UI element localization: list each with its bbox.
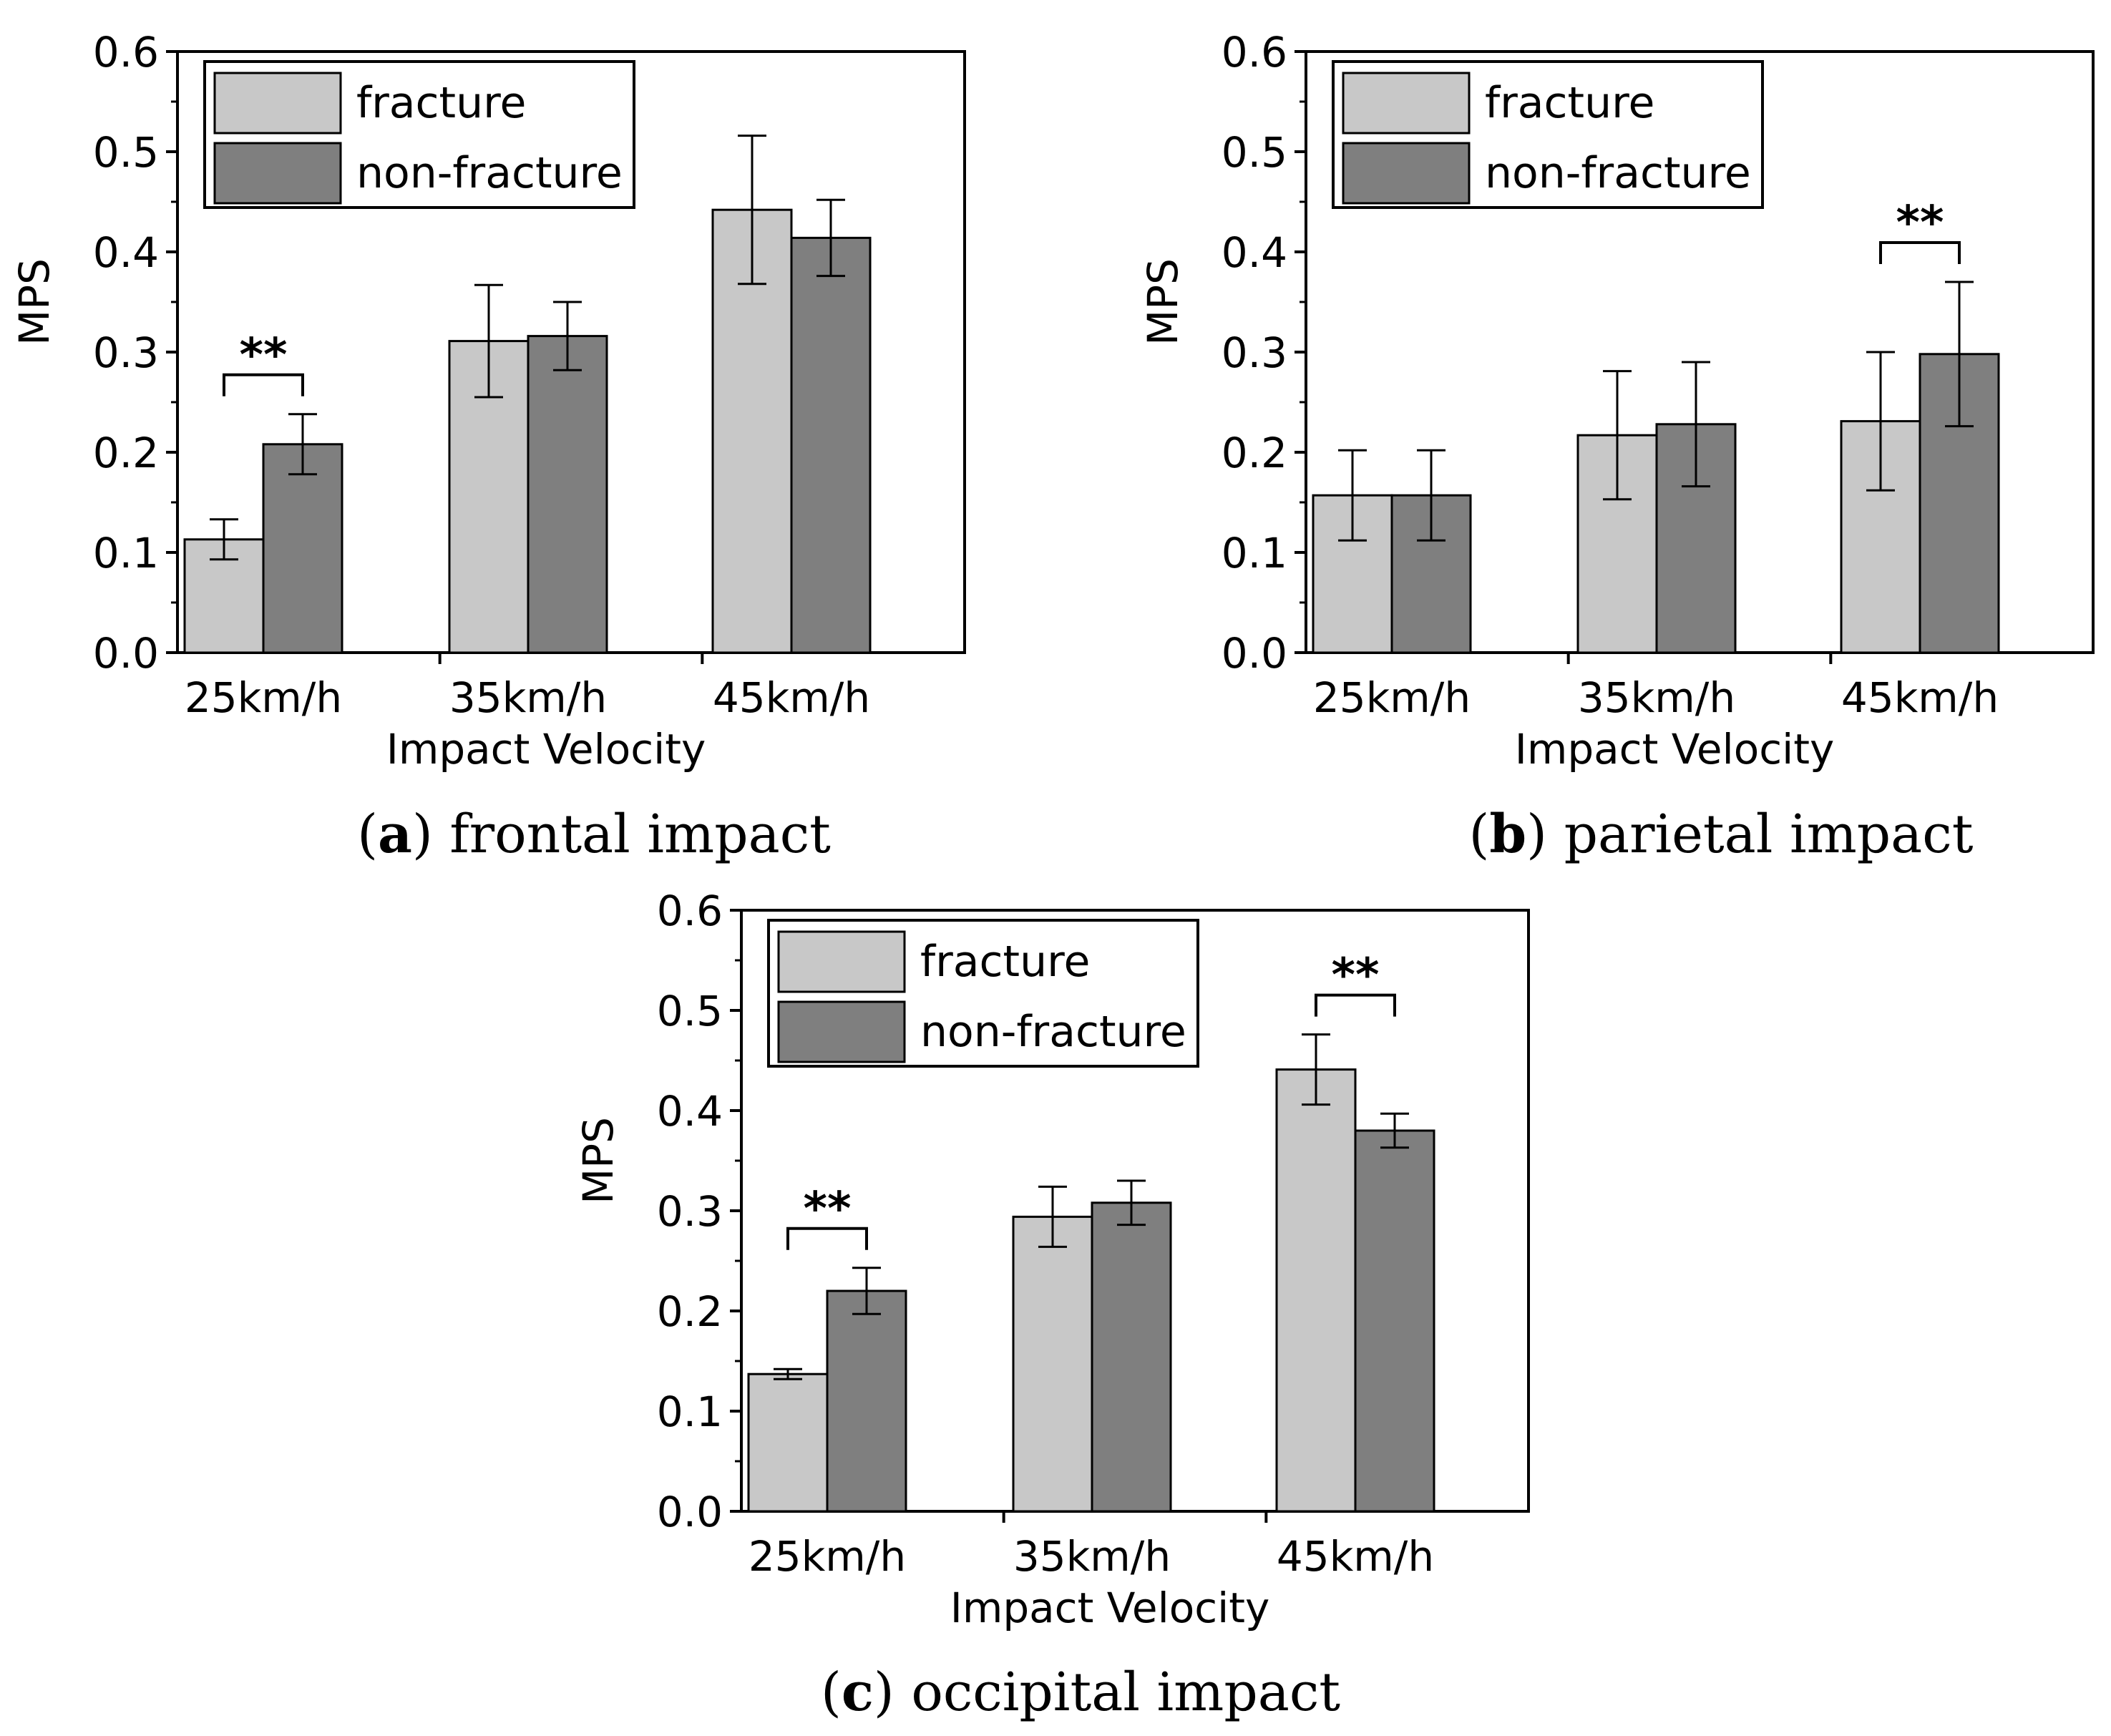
x-tick-label: 45km/h — [1277, 1532, 1434, 1581]
legend-label-non-fracture: non-fracture — [920, 1007, 1186, 1057]
x-axis-title: Impact Velocity — [386, 725, 706, 774]
legend-swatch-non-fracture — [213, 142, 342, 205]
panel-b-parietal: 0.0 0.1 0.2 0.3 0.4 0.5 0.6 25km/h 35km/h 45km/hI… — [1139, 28, 2095, 774]
y-tick-label: 0.0 — [657, 1488, 723, 1536]
y-axis-title: MPS — [1139, 258, 1187, 346]
legend-swatch-fracture — [213, 72, 342, 135]
significance-bracket — [1315, 993, 1396, 1017]
x-tick-label: 35km/h — [1578, 673, 1735, 722]
significance-bracket — [223, 373, 304, 396]
significance-label: ** — [1332, 950, 1380, 1003]
x-tick-label: 25km/h — [1313, 673, 1471, 722]
y-tick-label: 0.3 — [1222, 328, 1287, 377]
x-axis-title: Impact Velocity — [1515, 725, 1835, 774]
y-tick-label: 0.1 — [1222, 529, 1287, 577]
legend: fracture non-fracture — [767, 919, 1199, 1068]
legend-swatch-fracture — [1342, 72, 1471, 135]
y-tick-label: 0.4 — [93, 228, 159, 277]
y-tick-label: 0.5 — [657, 987, 723, 1035]
legend-label-fracture: fracture — [920, 937, 1090, 987]
x-tick-label: 35km/h — [1013, 1532, 1171, 1581]
y-axis-title: MPS — [574, 1117, 623, 1204]
y-tick-label: 0.2 — [657, 1287, 723, 1336]
significance-label: ** — [240, 329, 288, 382]
legend-label-fracture: fracture — [1485, 78, 1654, 128]
significance-label: ** — [1896, 197, 1944, 250]
bar-non-fracture-45km/h — [1354, 1129, 1435, 1513]
x-tick-label: 35km/h — [449, 673, 607, 722]
y-tick-label: 0.3 — [657, 1187, 723, 1236]
y-tick-label: 0.2 — [1222, 429, 1287, 477]
significance-label: ** — [804, 1183, 852, 1236]
panel-c-occipital: 0.0 0.1 0.2 0.3 0.4 0.5 0.6 25km/h 35km/h 45km/hI… — [574, 887, 1530, 1632]
y-tick-label: 0.5 — [1222, 128, 1287, 177]
y-tick-label: 0.6 — [657, 887, 723, 935]
bar-fracture-35km/h — [1012, 1215, 1093, 1513]
bar-non-fracture-35km/h — [527, 335, 608, 654]
x-tick-label: 25km/h — [749, 1532, 906, 1581]
x-tick-label: 25km/h — [185, 673, 342, 722]
y-tick-label: 0.4 — [1222, 228, 1287, 277]
bar-fracture-45km/h — [1275, 1068, 1357, 1513]
legend-swatch-non-fracture — [777, 1000, 906, 1063]
bar-non-fracture-35km/h — [1091, 1201, 1172, 1513]
legend: fracture non-fracture — [1332, 60, 1764, 209]
significance-bracket — [786, 1227, 868, 1250]
bar-non-fracture-25km/h — [826, 1289, 907, 1513]
y-tick-label: 0.4 — [657, 1087, 723, 1136]
legend-label-fracture: fracture — [356, 78, 526, 128]
panel-a-frontal: 0.0 0.1 0.2 0.3 0.4 0.5 0.6 25km/h 35km/h 45km/hI… — [10, 28, 966, 774]
caption-a: (a) frontal impact — [357, 804, 831, 865]
x-tick-label: 45km/h — [1841, 673, 1999, 722]
caption-c: (c) occipital impact — [821, 1662, 1340, 1723]
x-tick-label: 45km/h — [713, 673, 870, 722]
bar-fracture-25km/h — [747, 1372, 829, 1513]
significance-bracket — [1879, 241, 1961, 264]
legend-label-non-fracture: non-fracture — [356, 148, 623, 198]
bar-non-fracture-25km/h — [262, 443, 343, 654]
y-tick-label: 0.5 — [93, 128, 159, 177]
y-axis-title: MPS — [10, 258, 59, 346]
y-tick-label: 0.3 — [93, 328, 159, 377]
y-tick-label: 0.6 — [1222, 28, 1287, 77]
bar-non-fracture-45km/h — [790, 236, 872, 654]
y-tick-label: 0.2 — [93, 429, 159, 477]
y-tick-label: 0.1 — [93, 529, 159, 577]
caption-b: (b) parietal impact — [1469, 804, 1974, 865]
y-tick-label: 0.6 — [93, 28, 159, 77]
y-tick-label: 0.1 — [657, 1388, 723, 1436]
legend-swatch-non-fracture — [1342, 142, 1471, 205]
y-tick-label: 0.0 — [93, 629, 159, 678]
legend-swatch-fracture — [777, 930, 906, 993]
legend-label-non-fracture: non-fracture — [1485, 148, 1751, 198]
y-tick-label: 0.0 — [1222, 629, 1287, 678]
x-axis-title: Impact Velocity — [950, 1584, 1270, 1632]
legend: fracture non-fracture — [203, 60, 635, 209]
